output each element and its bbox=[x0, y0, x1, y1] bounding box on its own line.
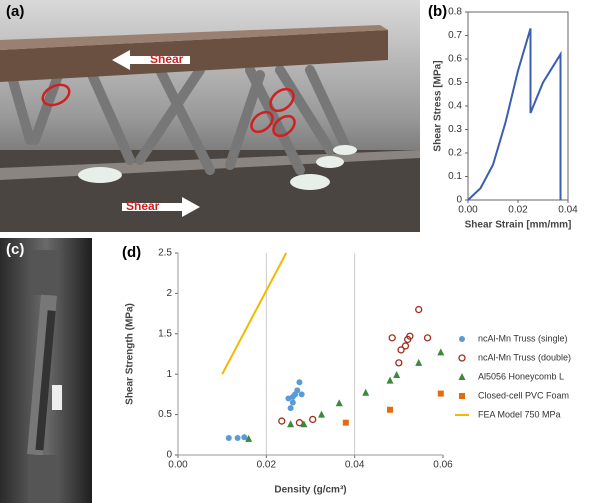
y-tick-label: 0.4 bbox=[448, 101, 462, 112]
point bbox=[415, 305, 423, 314]
point bbox=[287, 405, 294, 412]
legend-swatch bbox=[459, 393, 465, 399]
y-tick-label: 0.7 bbox=[448, 30, 462, 41]
panel-label: (b) bbox=[428, 3, 447, 20]
point bbox=[241, 434, 248, 441]
y-tick-label: 0.5 bbox=[158, 409, 172, 420]
x-tick-label: 0.02 bbox=[257, 460, 277, 471]
point bbox=[415, 358, 423, 366]
legend-swatch bbox=[459, 336, 465, 342]
point bbox=[397, 346, 405, 354]
point bbox=[423, 334, 432, 342]
y-tick-label: 0.6 bbox=[448, 54, 462, 65]
y-tick-label: 2 bbox=[166, 288, 172, 299]
point bbox=[309, 415, 317, 424]
legend-swatch bbox=[458, 354, 466, 362]
point bbox=[296, 379, 303, 386]
y-tick-label: 0.8 bbox=[448, 7, 462, 18]
arrow-label: Shear bbox=[126, 199, 160, 213]
line bbox=[467, 28, 562, 201]
x-tick-label: 0.04 bbox=[558, 205, 578, 216]
axis-line bbox=[177, 253, 443, 456]
point bbox=[437, 390, 444, 397]
y-tick-label: 0.1 bbox=[448, 171, 462, 182]
x-tick-label: 0.00 bbox=[458, 205, 478, 216]
point bbox=[386, 376, 394, 384]
point bbox=[245, 434, 253, 442]
panel-label: (c) bbox=[6, 241, 24, 258]
x-axis-title: Shear Strain [mm/mm] bbox=[465, 220, 572, 231]
point bbox=[298, 391, 305, 398]
point bbox=[295, 419, 304, 427]
y-tick-label: 1.5 bbox=[158, 328, 172, 339]
panel-label: (d) bbox=[122, 244, 141, 261]
point bbox=[234, 435, 241, 442]
point bbox=[289, 399, 296, 406]
y-tick-label: 0 bbox=[456, 195, 462, 206]
point bbox=[300, 420, 308, 428]
y-tick-label: 0.5 bbox=[448, 77, 462, 88]
point bbox=[393, 371, 401, 379]
x-tick-label: 0.02 bbox=[508, 205, 528, 216]
point bbox=[395, 359, 403, 367]
x-tick-label: 0.00 bbox=[168, 460, 188, 471]
point bbox=[225, 435, 232, 442]
point bbox=[318, 410, 326, 418]
legend-label: Closed-cell PVC Foam bbox=[478, 390, 569, 400]
y-tick-label: 0.2 bbox=[448, 148, 462, 159]
y-tick-label: 0.3 bbox=[448, 124, 462, 135]
point bbox=[388, 334, 396, 342]
legend-swatch bbox=[458, 373, 466, 380]
legend-label: Al5056 Honeycomb L bbox=[478, 371, 564, 381]
photo-c: (c) bbox=[0, 238, 92, 503]
point bbox=[401, 342, 410, 350]
y-tick-label: 0 bbox=[166, 450, 172, 461]
point bbox=[437, 348, 445, 356]
line bbox=[221, 252, 288, 375]
x-axis-title: Density (g/cm³) bbox=[274, 485, 346, 496]
y-tick-label: 2.5 bbox=[158, 248, 172, 259]
legend-label: FEA Model 750 MPa bbox=[478, 409, 561, 419]
point bbox=[387, 406, 393, 413]
point bbox=[362, 388, 370, 396]
arrow-label: Shear bbox=[150, 52, 184, 66]
y-tick-label: 1 bbox=[166, 369, 172, 380]
point bbox=[406, 332, 414, 340]
y-axis-title: Shear Stress [MPa] bbox=[433, 60, 444, 151]
legend-label: ncAl-Mn Truss (single) bbox=[478, 333, 568, 343]
point bbox=[278, 417, 286, 425]
panel-label: (a) bbox=[6, 3, 24, 20]
point bbox=[287, 420, 295, 428]
y-axis-title: Shear Strength (MPa) bbox=[125, 303, 136, 405]
legend-label: ncAl-Mn Truss (double) bbox=[478, 352, 571, 362]
point bbox=[342, 419, 349, 426]
point bbox=[335, 399, 343, 407]
point bbox=[294, 387, 301, 394]
plot-frame bbox=[467, 11, 569, 201]
photo-a: Shear Shear (a) bbox=[0, 0, 420, 232]
x-tick-label: 0.06 bbox=[433, 460, 453, 471]
x-tick-label: 0.04 bbox=[345, 460, 365, 471]
